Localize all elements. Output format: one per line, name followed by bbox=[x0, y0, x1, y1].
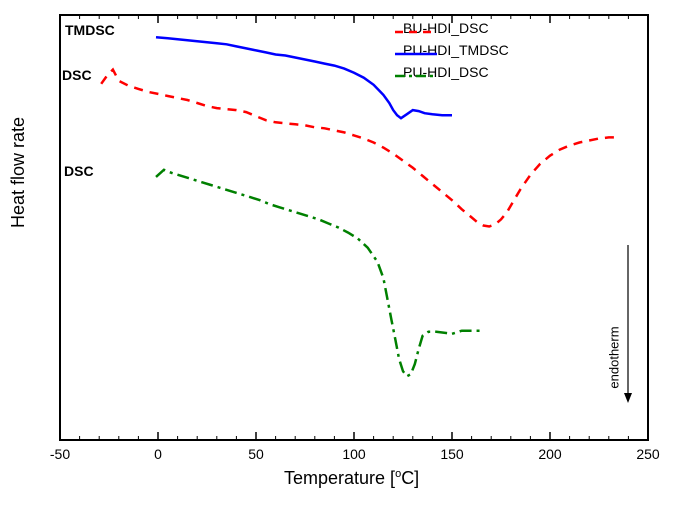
x-tick-label: 50 bbox=[241, 446, 271, 462]
x-axis-label: Temperature [oC] bbox=[284, 468, 419, 489]
curve-annotation: DSC bbox=[64, 163, 94, 179]
curve-annotation: DSC bbox=[62, 67, 92, 83]
curve-annotation: TMDSC bbox=[65, 22, 115, 38]
x-tick-label: 200 bbox=[535, 446, 565, 462]
x-tick-label: 0 bbox=[143, 446, 173, 462]
x-tick-label: 250 bbox=[633, 446, 663, 462]
dsc-chart: -50 0 50 100 150 200 250 Temperature [oC] Heat f… bbox=[0, 0, 685, 516]
x-tick-label: 150 bbox=[437, 446, 467, 462]
legend-item: BU-HDI_DSC bbox=[395, 20, 489, 36]
legend-item: PU-HDI_TMDSC bbox=[395, 42, 509, 58]
endotherm-label: endotherm bbox=[607, 326, 622, 388]
y-axis-label-left: Heat flow rate bbox=[8, 116, 29, 227]
x-tick-label: -50 bbox=[45, 446, 75, 462]
legend-item: PU-HDI_DSC bbox=[395, 64, 489, 80]
x-tick-label: 100 bbox=[339, 446, 369, 462]
